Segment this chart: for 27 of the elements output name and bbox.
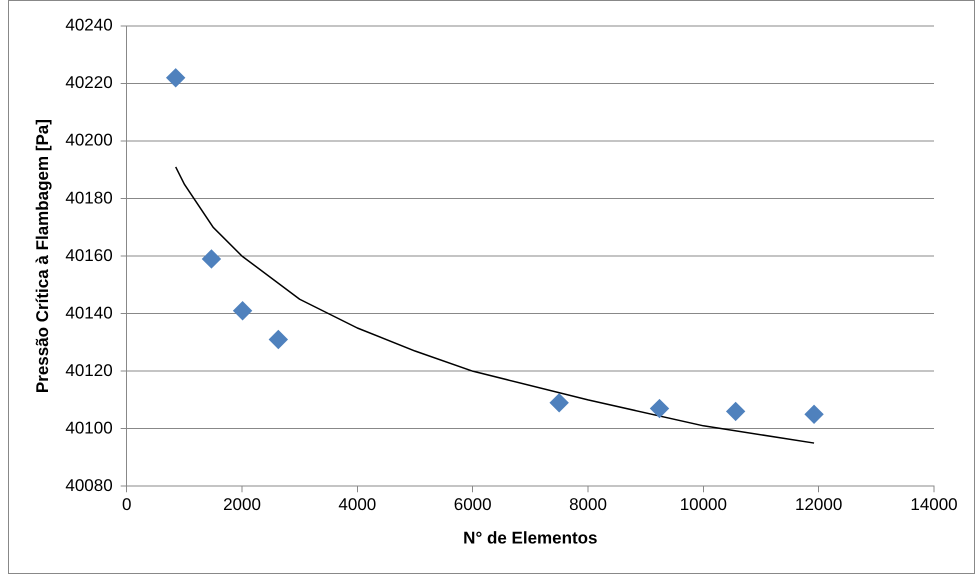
x-axis-title: N° de Elementos — [463, 528, 598, 548]
point — [166, 68, 186, 88]
point — [202, 249, 221, 268]
point — [268, 330, 288, 350]
y-tick-label: 40180 — [65, 188, 113, 208]
x-tick-label: 10000 — [680, 495, 727, 514]
point — [550, 393, 569, 412]
x-tick-label: 0 — [122, 495, 132, 514]
point — [804, 404, 824, 424]
y-tick-label: 40120 — [65, 360, 113, 380]
y-tick-label: 40100 — [65, 418, 113, 438]
y-tick-label: 40160 — [65, 246, 113, 265]
x-tick-label: 12000 — [795, 495, 842, 514]
x-tick-label: 6000 — [454, 495, 492, 514]
y-tick-label: 40140 — [65, 303, 113, 322]
y-tick-label: 40220 — [65, 73, 113, 92]
point — [233, 301, 252, 320]
x-tick-label: 14000 — [910, 495, 958, 514]
point — [650, 399, 670, 418]
y-tick-label: 40200 — [65, 130, 113, 150]
y-tick-label: 40240 — [65, 16, 113, 35]
x-tick-label: 4000 — [338, 495, 376, 514]
point — [726, 402, 746, 421]
x-tick-label: 2000 — [223, 495, 261, 514]
y-axis-title: Pressão Crítica à Flambagem [Pa] — [32, 119, 52, 394]
x-tick-label: 8000 — [569, 495, 607, 514]
y-tick-label: 40080 — [65, 476, 113, 495]
